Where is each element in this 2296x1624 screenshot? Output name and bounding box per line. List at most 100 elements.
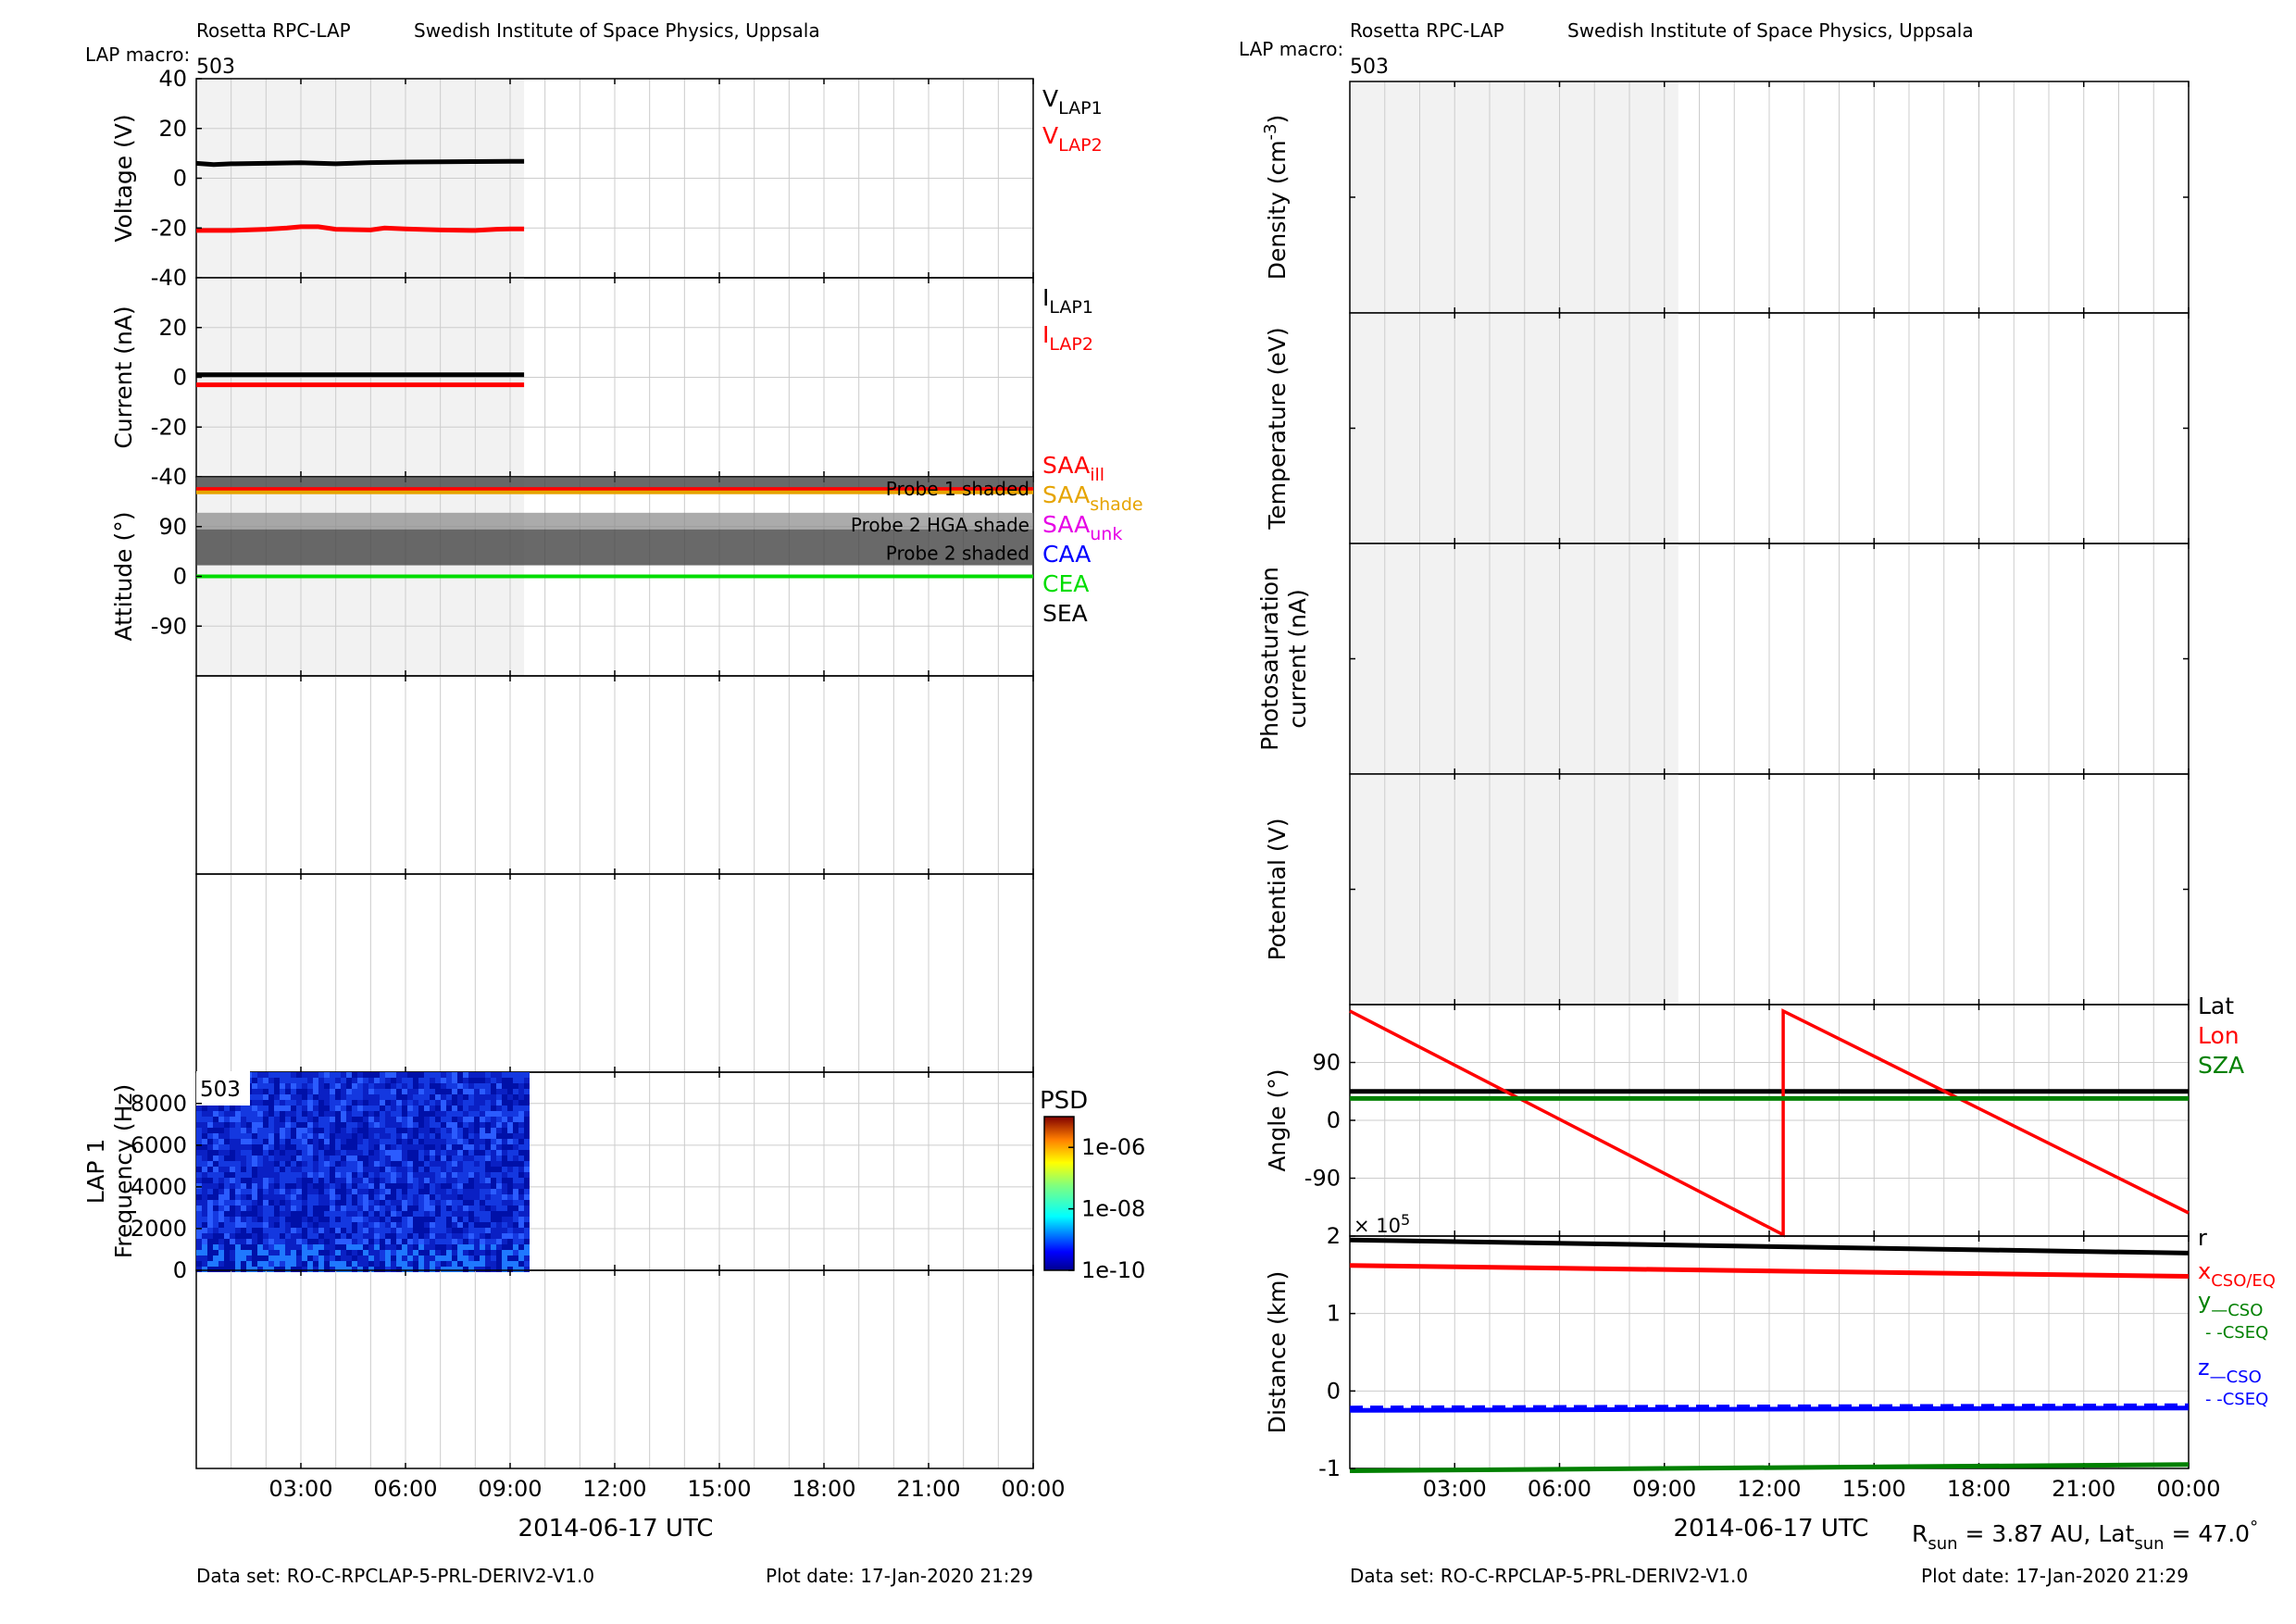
heatmap-cell (302, 1128, 307, 1133)
heatmap-cell (435, 1206, 441, 1211)
heatmap-cell (246, 1106, 252, 1111)
heatmap-cell (396, 1250, 402, 1255)
heatmap-cell (385, 1117, 391, 1122)
legend-sub: —CSO (2210, 1368, 2262, 1387)
heatmap-cell (368, 1117, 374, 1122)
heatmap-cell (330, 1133, 335, 1139)
heatmap-cell (413, 1117, 418, 1122)
heatmap-cell (213, 1156, 218, 1161)
heatmap-cell (268, 1222, 274, 1228)
y-axis-title-sup: -3 (1261, 123, 1280, 140)
heatmap-cell (280, 1250, 285, 1255)
heatmap-cell (407, 1233, 413, 1239)
heatmap-cell (280, 1261, 285, 1267)
heatmap-cell (380, 1261, 385, 1267)
heatmap-cell (307, 1172, 313, 1178)
heatmap-cell (274, 1117, 280, 1122)
heatmap-cell (396, 1156, 402, 1161)
panel-angle: 900-90Angle (°)LatLonSZA (1264, 993, 2244, 1236)
y-tick-label: 40 (158, 66, 187, 92)
heatmap-cell (480, 1117, 485, 1122)
heatmap-cell (268, 1161, 274, 1167)
heatmap-cell (452, 1255, 457, 1261)
x-tick-label-left: 03:00 (268, 1476, 332, 1502)
x-tick-label-right: 21:00 (2052, 1476, 2115, 1502)
heatmap-cell (274, 1261, 280, 1267)
heatmap-cell (518, 1206, 524, 1211)
heatmap-cell (491, 1144, 496, 1150)
heatmap-cell (513, 1128, 518, 1133)
heatmap-cell (391, 1139, 396, 1144)
heatmap-cell (374, 1083, 380, 1089)
heatmap-cell (363, 1167, 368, 1172)
heatmap-cell (380, 1222, 385, 1228)
heatmap-cell (502, 1255, 507, 1261)
heatmap-cell (335, 1133, 341, 1139)
heatmap-cell (468, 1172, 474, 1178)
heatmap-cell (413, 1189, 418, 1194)
heatmap-cell (374, 1244, 380, 1250)
heatmap-cell (257, 1233, 263, 1239)
heatmap-cell (407, 1078, 413, 1083)
heatmap-cell (302, 1172, 307, 1178)
heatmap-cell (296, 1233, 302, 1239)
heatmap-cell (341, 1228, 346, 1233)
heatmap-cell (330, 1072, 335, 1078)
heatmap-cell (341, 1100, 346, 1106)
heatmap-cell (391, 1217, 396, 1222)
heatmap-cell (246, 1150, 252, 1156)
heatmap-cell (518, 1261, 524, 1267)
heatmap-cell (457, 1111, 463, 1117)
heatmap-cell (235, 1183, 241, 1189)
heatmap-cell (352, 1144, 357, 1150)
heatmap-cell (313, 1206, 318, 1211)
heatmap-cell (207, 1267, 213, 1272)
heatmap-cell (207, 1144, 213, 1150)
heatmap-cell (513, 1150, 518, 1156)
heatmap-cell (430, 1083, 435, 1089)
heatmap-cell (341, 1150, 346, 1156)
heatmap-cell (224, 1117, 230, 1122)
heatmap-cell (496, 1183, 502, 1189)
heatmap-cell (352, 1139, 357, 1144)
heatmap-cell (252, 1222, 257, 1228)
heatmap-cell (196, 1250, 202, 1255)
plotdate-right: Plot date: 17-Jan-2020 21:29 (1921, 1565, 2189, 1587)
heatmap-cell (463, 1089, 468, 1094)
heatmap-cell (335, 1111, 341, 1117)
heatmap-cell (352, 1178, 357, 1183)
heatmap-cell (391, 1072, 396, 1078)
heatmap-cell (418, 1211, 424, 1217)
heatmap-cell (268, 1183, 274, 1189)
legend-name: z (2198, 1355, 2210, 1380)
heatmap-cell (296, 1206, 302, 1211)
heatmap-cell (218, 1206, 224, 1211)
heatmap-cell (402, 1233, 407, 1239)
heatmap-cell (224, 1183, 230, 1189)
heatmap-cell (196, 1172, 202, 1178)
heatmap-cell (485, 1133, 491, 1139)
heatmap-cell (202, 1250, 207, 1255)
heatmap-cell (457, 1117, 463, 1122)
heatmap-cell (430, 1161, 435, 1167)
heatmap-cell (507, 1133, 513, 1139)
heatmap-cell (274, 1089, 280, 1094)
heatmap-cell (368, 1094, 374, 1100)
heatmap-cell (430, 1172, 435, 1178)
heatmap-cell (196, 1267, 202, 1272)
heatmap-cell (518, 1144, 524, 1150)
heatmap-cell (285, 1233, 291, 1239)
heatmap-cell (324, 1078, 330, 1083)
heatmap-cell (452, 1194, 457, 1200)
heatmap-cell (385, 1267, 391, 1272)
heatmap-cell (407, 1178, 413, 1183)
heatmap-cell (274, 1178, 280, 1183)
heatmap-cell (502, 1161, 507, 1167)
heatmap-cell (518, 1194, 524, 1200)
heatmap-cell (230, 1228, 235, 1233)
heatmap-cell (435, 1139, 441, 1144)
heatmap-cell (391, 1122, 396, 1128)
heatmap-cell (318, 1255, 324, 1261)
heatmap-cell (241, 1122, 246, 1128)
heatmap-cell (418, 1172, 424, 1178)
